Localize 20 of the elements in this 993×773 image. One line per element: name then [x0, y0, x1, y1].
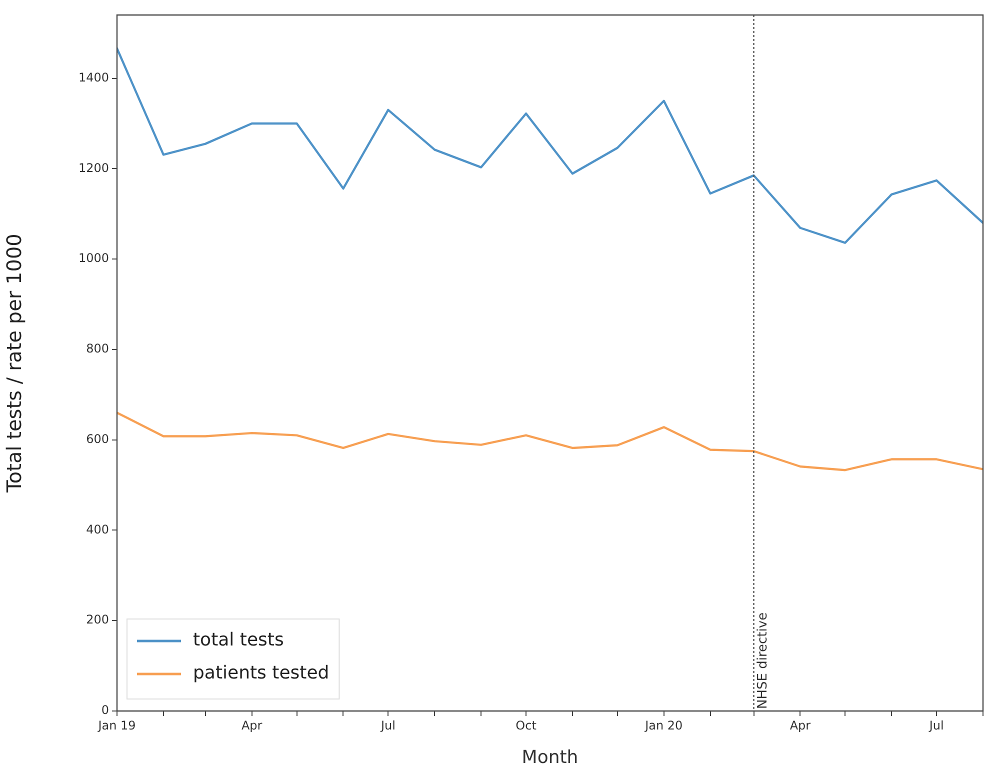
x-tick-label: Apr — [241, 718, 262, 732]
x-tick-label: Jul — [928, 718, 944, 732]
x-tick-label: Oct — [516, 718, 537, 732]
y-tick-label: 1400 — [78, 70, 109, 84]
y-tick-label: 1000 — [78, 251, 109, 266]
x-tick-label: Apr — [790, 718, 811, 732]
y-tick-label: 200 — [86, 612, 109, 627]
y-tick-label: 600 — [86, 432, 109, 446]
y-tick-label: 0 — [101, 703, 109, 718]
x-tick-label: Jan 20 — [644, 718, 683, 732]
x-axis-title: Month — [522, 746, 578, 768]
y-tick-label: 400 — [86, 522, 109, 536]
y-axis-title: Total tests / rate per 1000 — [2, 234, 26, 494]
y-tick-label: 800 — [86, 342, 109, 356]
x-tick-label: Jan 19 — [97, 718, 136, 732]
x-tick-label: Jul — [380, 718, 396, 732]
y-tick-label: 1200 — [78, 160, 109, 175]
legend-label: total tests — [193, 630, 284, 651]
legend-label: patients tested — [193, 662, 330, 684]
ref-line-label: NHSE directive — [756, 612, 771, 709]
